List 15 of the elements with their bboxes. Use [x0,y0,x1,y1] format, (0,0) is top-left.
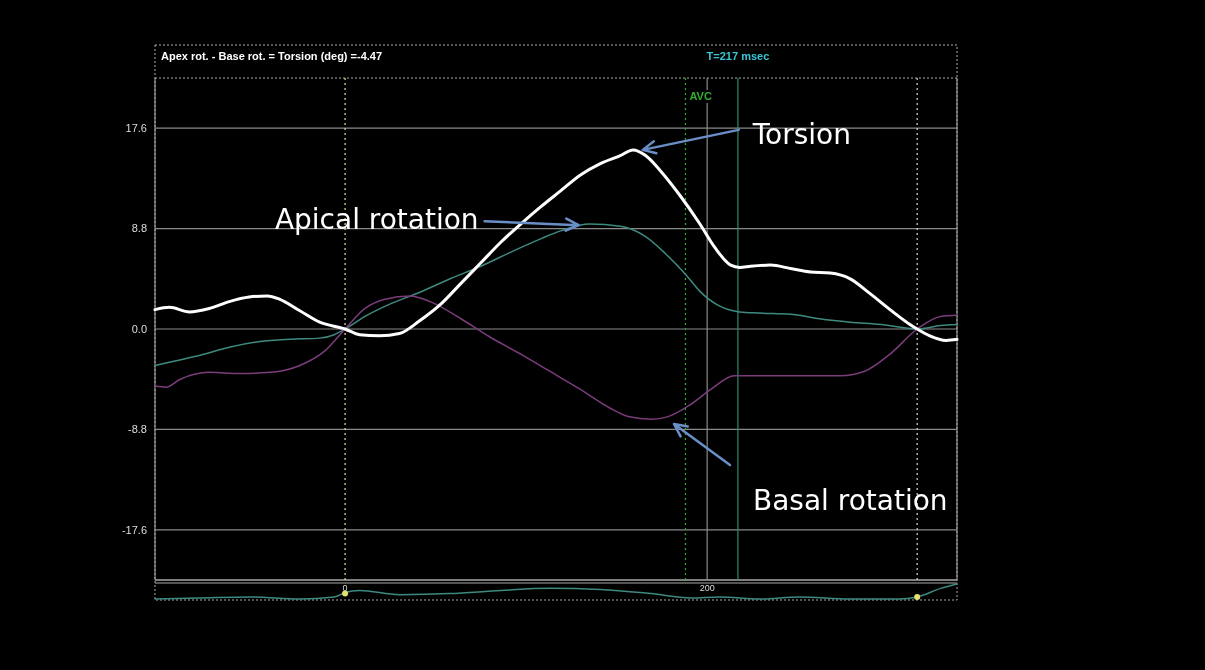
y-tick-label: -17.6 [121,523,147,536]
line-series [153,148,959,342]
y-tick-label: 17.6 [125,122,147,135]
line-series [154,295,958,420]
ref-line-label: T=217 msec [706,50,770,62]
ref-line-label: AVC [689,90,712,102]
x-tick-label: 0 [342,583,348,593]
y-tick-label: -8.8 [128,423,147,436]
y-tick-label: 0.0 [131,322,147,335]
x-tick-label: 200 [699,583,715,593]
chart-title: Apex rot. - Base rot. = Torsion (deg) =-4.47 [161,50,383,62]
annotation: Torsion [751,117,851,151]
annotation: Apical rotation [274,203,479,237]
annotation: Basal rotation [753,484,948,517]
y-tick-label: 8.8 [131,222,147,235]
